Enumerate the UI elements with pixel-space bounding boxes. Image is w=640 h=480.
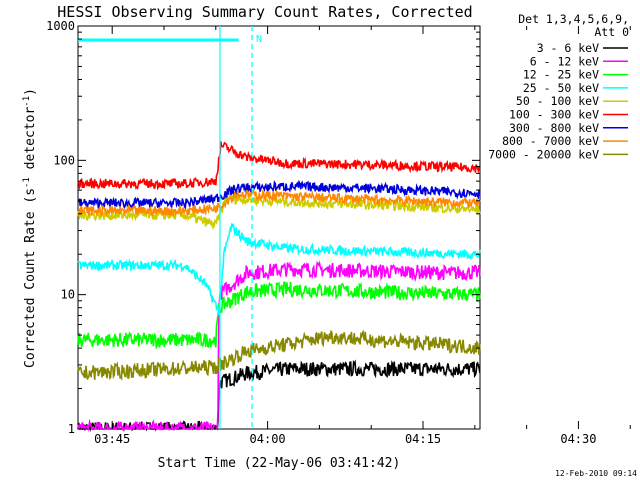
series-line-2 [77,281,481,351]
legend-label-6: 300 - 800 keV [509,121,599,135]
legend-title-line1: Det 1,3,4,5,6,9, [518,12,629,26]
legend-title-line2: Att 0 [594,25,629,39]
series-line-6 [77,179,481,211]
legend-label-2: 12 - 25 keV [523,68,599,82]
marker-lines: N [78,26,262,429]
x-tick-label: 04:00 [250,432,286,446]
y-tick-label: 1000 [46,19,75,33]
series-line-4 [77,192,481,231]
y-tick-label: 1 [68,422,75,436]
x-tick-label: 03:45 [94,432,130,446]
legend-label-3: 25 - 50 keV [523,81,599,95]
legend-label-8: 7000 - 20000 keV [488,147,599,161]
axes-layer: 03:4504:0004:1504:3004:4505:0005:1511010… [46,19,631,446]
attenuator-label: N [256,34,262,45]
x-axis-label: Start Time (22-May-06 03:41:42) [158,456,401,471]
series-line-3 [77,222,481,316]
series-line-7 [77,188,481,218]
y-tick-label: 10 [61,288,75,302]
legend-label-7: 800 - 7000 keV [502,134,599,148]
legend-label-4: 50 - 100 keV [516,94,599,108]
x-tick-label: 04:30 [560,432,596,446]
series-layer [77,141,481,433]
y-tick-label: 100 [53,153,75,167]
legend-label-1: 6 - 12 keV [530,54,599,68]
legend-label-5: 100 - 300 keV [509,108,599,122]
generation-timestamp: 12-Feb-2010 09:14 [555,469,637,478]
y-axis-label: Corrected Count Rate (s-1 detector-1) [22,88,38,368]
x-tick-label: 04:15 [405,432,441,446]
series-line-1 [77,260,481,433]
plot-frame [77,25,481,430]
series-line-8 [77,329,481,381]
chart-title: HESSI Observing Summary Count Rates, Cor… [57,3,472,21]
legend-label-0: 3 - 6 keV [537,41,599,55]
series-line-5 [77,141,481,191]
